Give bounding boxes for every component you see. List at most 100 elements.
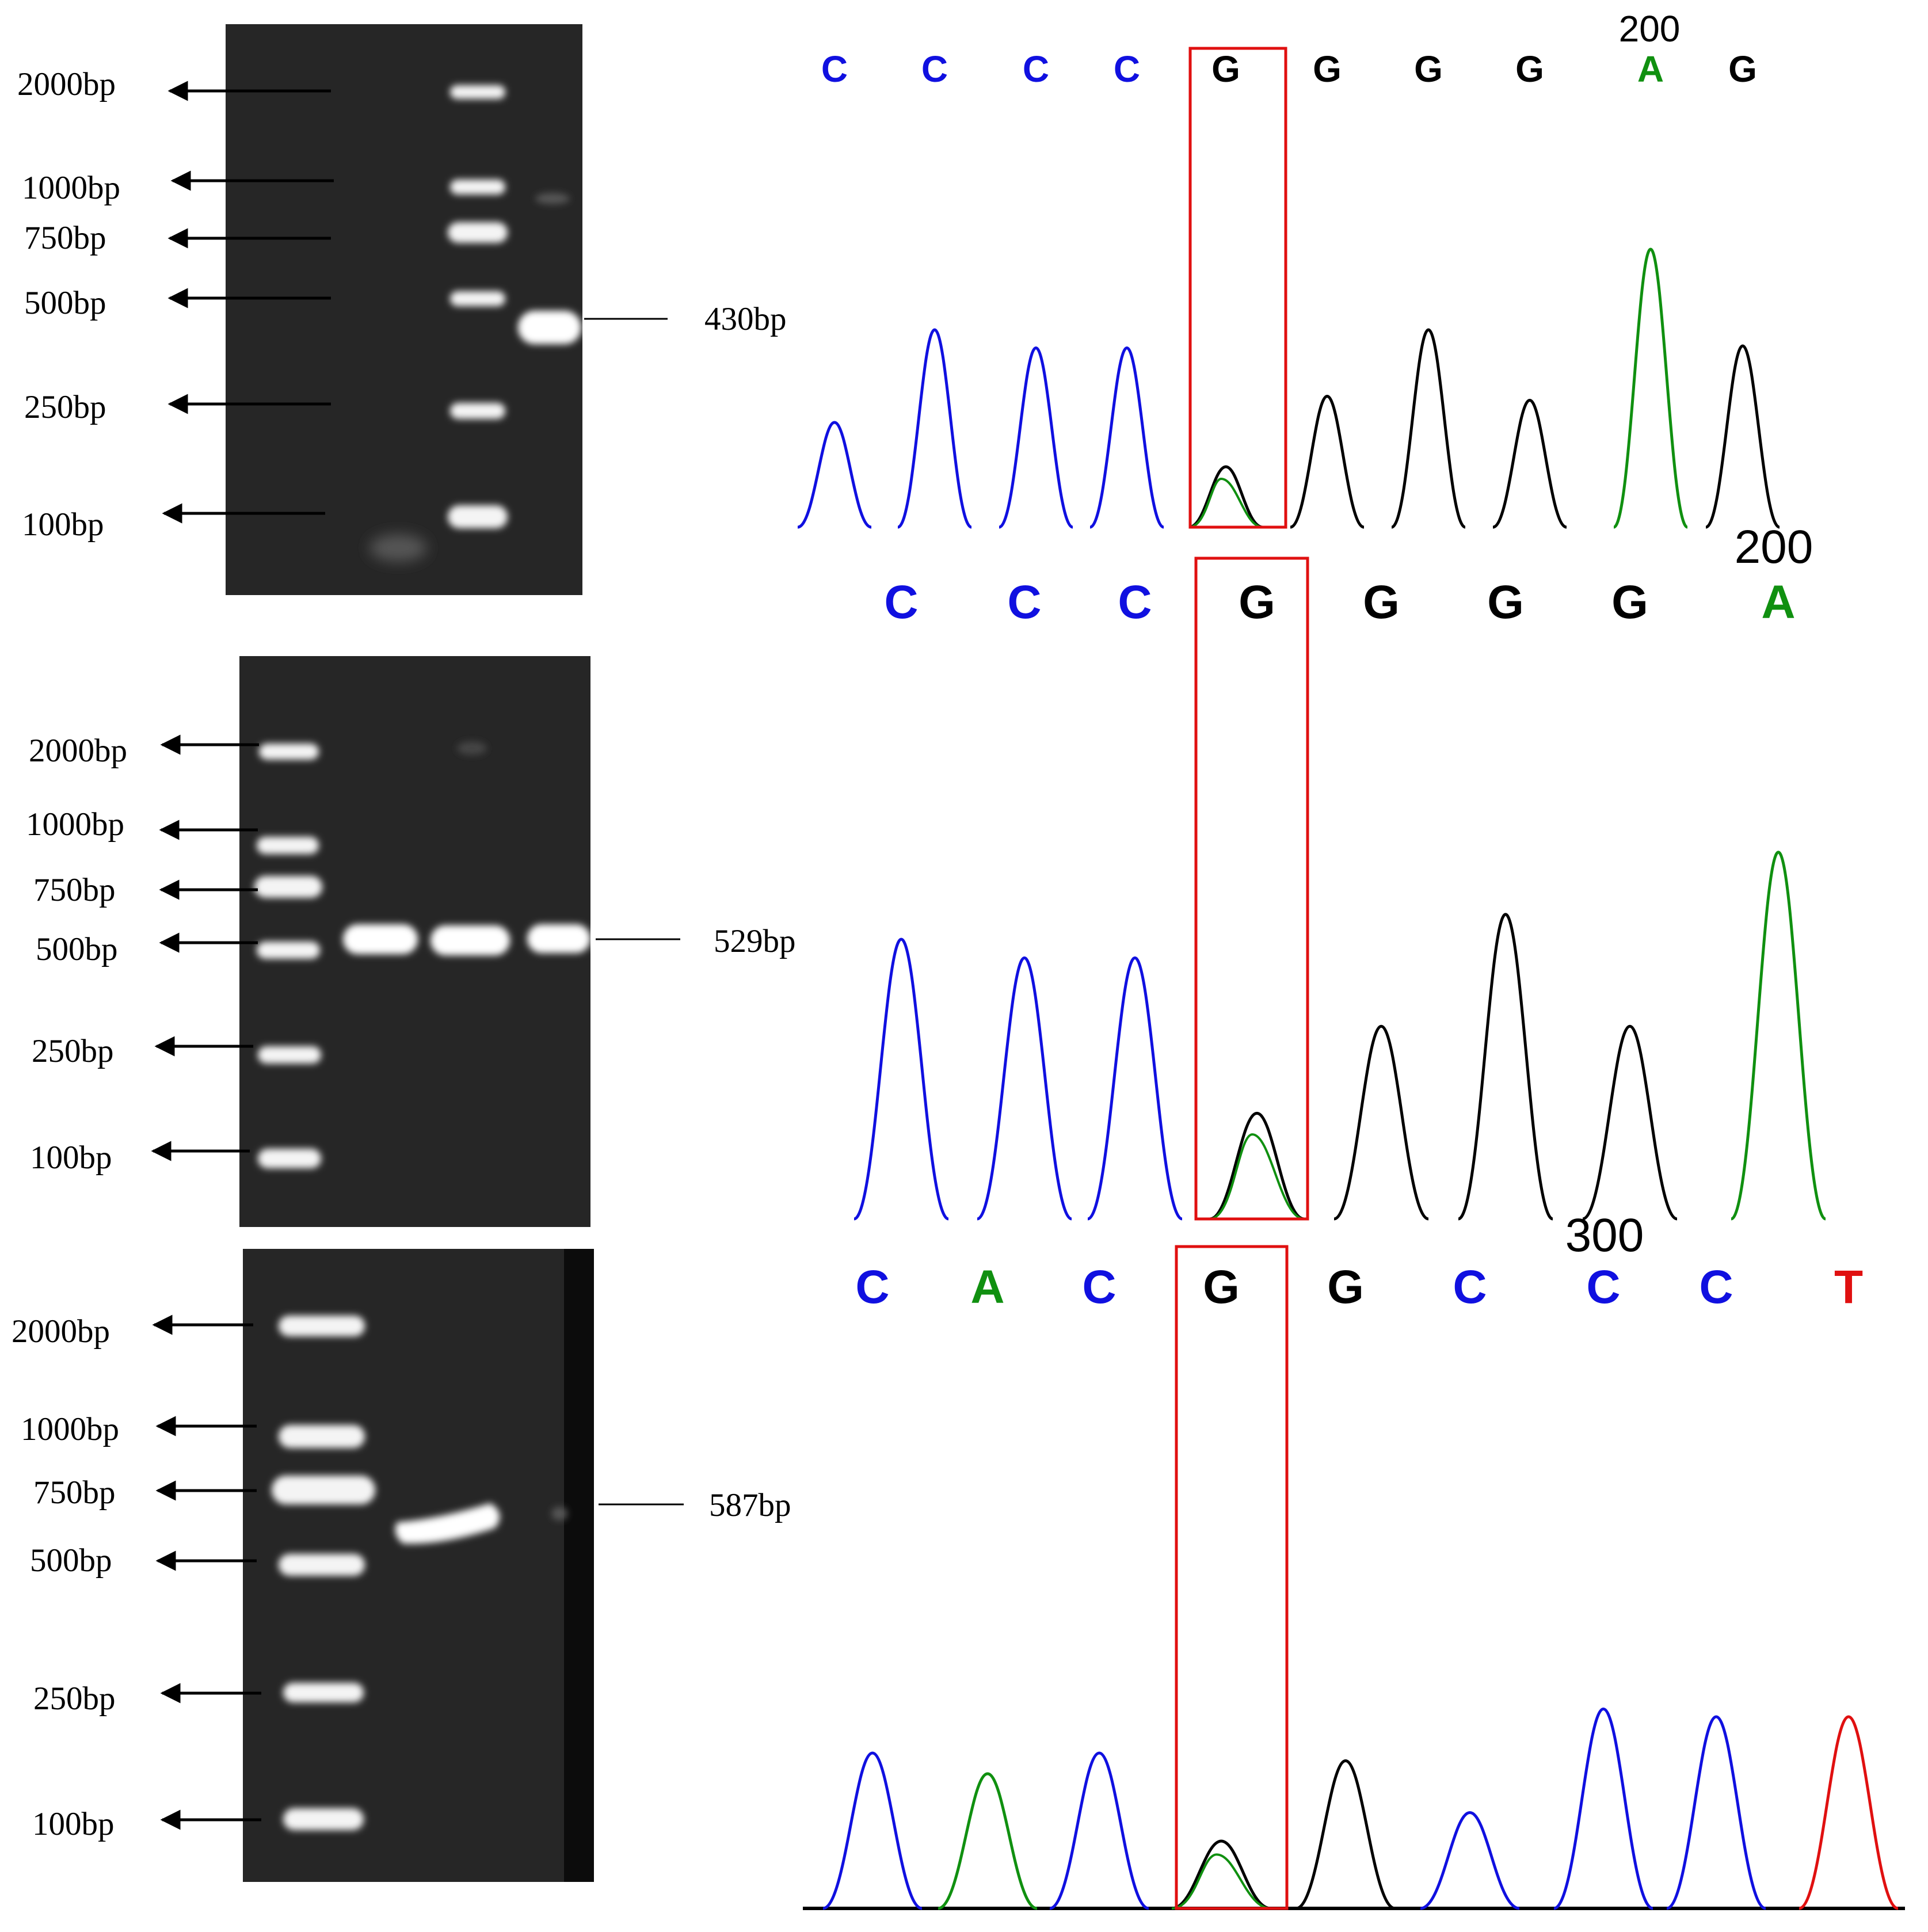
- ladder-label-250bp: 250bp: [24, 389, 106, 425]
- ladder-label-500bp: 500bp: [24, 285, 106, 321]
- base-call-g: G: [1203, 1261, 1240, 1313]
- trace-peak-c: [1049, 1751, 1149, 1910]
- base-call-a: A: [970, 1261, 1004, 1313]
- gel-1: [226, 24, 582, 595]
- ladder-label-750bp: 750bp: [33, 872, 116, 908]
- base-call-c: C: [1586, 1261, 1620, 1313]
- trace-peak-g: [1171, 1839, 1271, 1910]
- trace-peak-c: [976, 956, 1073, 1221]
- traces: [822, 1707, 1899, 1910]
- trace-peak-g: [1296, 1759, 1396, 1910]
- gel-edge-shadow: [564, 1249, 594, 1882]
- base-call-g: G: [1414, 48, 1443, 90]
- trace-peak-t: [1799, 1715, 1899, 1910]
- traces: [853, 851, 1827, 1221]
- trace-peak-g: [1705, 344, 1781, 529]
- faint-band: [551, 1507, 567, 1521]
- ladder-label-100bp: 100bp: [22, 506, 104, 543]
- trace-peak-g: [1333, 1024, 1429, 1221]
- gel-3: [243, 1249, 594, 1882]
- ladder-label-1000bp: 1000bp: [21, 1411, 119, 1447]
- trace-peak-g: [1582, 1024, 1678, 1221]
- ladder-bands: [254, 744, 322, 1168]
- ladder-labels-1: 2000bp 1000bp 750bp 500bp 250bp 100bp: [17, 66, 120, 543]
- base-call-c: C: [1699, 1261, 1733, 1313]
- chromatogram-2: 200 C C C G G G G A: [853, 521, 1827, 1221]
- base-call-a: A: [1761, 576, 1795, 628]
- gel-background: [226, 24, 582, 595]
- ladder-label-250bp: 250bp: [33, 1681, 116, 1717]
- trace-peak-g: [1290, 394, 1365, 529]
- product-size-label: 529bp: [714, 923, 796, 959]
- position-label: 300: [1565, 1209, 1644, 1262]
- primer-dimer: [369, 534, 427, 562]
- ladder-label-100bp: 100bp: [32, 1806, 115, 1842]
- ladder-arrows-2: [151, 734, 259, 1161]
- product-bands: [343, 924, 590, 955]
- base-call-a: A: [1637, 48, 1664, 90]
- base-call-c: C: [884, 576, 918, 628]
- ladder-label-2000bp: 2000bp: [12, 1313, 110, 1350]
- ladder-label-2000bp: 2000bp: [29, 733, 127, 769]
- position-label: 200: [1619, 8, 1681, 49]
- product-band: [395, 1503, 500, 1544]
- ladder-label-750bp: 750bp: [33, 1474, 116, 1511]
- ladder-label-100bp: 100bp: [30, 1140, 112, 1176]
- snp-highlight-box: [1188, 47, 1287, 529]
- product-band: [518, 311, 581, 344]
- gel-2: [239, 656, 590, 1227]
- trace-peak-secondary: [1171, 1853, 1271, 1910]
- ladder-label-250bp: 250bp: [32, 1033, 114, 1069]
- ladder-labels-2: 2000bp 1000bp 750bp 500bp 250bp 100bp: [26, 733, 127, 1176]
- snp-highlight-box: [1175, 1245, 1289, 1910]
- trace-peak-g: [1390, 328, 1466, 529]
- trace-peak-a: [1730, 851, 1827, 1221]
- trace-peak-g: [1209, 1111, 1305, 1221]
- trace-peak-g: [1457, 913, 1554, 1221]
- faint-band: [457, 741, 487, 755]
- base-call-c: C: [1114, 48, 1140, 90]
- trace-peak-c: [853, 938, 950, 1221]
- panel-1: 2000bp 1000bp 750bp 500bp 250bp 100bp 43…: [17, 8, 1781, 595]
- trace-peak-g: [1188, 465, 1263, 529]
- ladder-label-750bp: 750bp: [24, 220, 106, 256]
- trace-peak-secondary: [1209, 1133, 1305, 1220]
- ladder-arrows-1: [162, 81, 334, 524]
- trace-peak-c: [1420, 1811, 1520, 1910]
- position-label: 200: [1735, 521, 1813, 573]
- chromatogram-3: 300 C A C G G C C C T: [803, 1209, 1905, 1910]
- product-size-label: 587bp: [709, 1487, 791, 1523]
- base-call-c: C: [821, 48, 848, 90]
- trace-peak-c: [998, 346, 1074, 529]
- ladder-label-2000bp: 2000bp: [17, 66, 116, 102]
- trace-peak-c: [1666, 1715, 1766, 1910]
- base-call-c: C: [1082, 1261, 1116, 1313]
- ladder-label-500bp: 500bp: [36, 931, 118, 967]
- trace-peak-c: [1087, 956, 1183, 1221]
- base-call-c: C: [921, 48, 948, 90]
- base-call-g: G: [1327, 1261, 1364, 1313]
- faint-band: [535, 193, 570, 204]
- ladder-label-500bp: 500bp: [30, 1542, 112, 1579]
- snp-highlight-box: [1194, 557, 1309, 1221]
- trace-peak-c: [797, 421, 872, 529]
- trace-peak-c: [822, 1751, 923, 1910]
- trace-peak-a: [938, 1772, 1038, 1910]
- trace-peak-a: [1613, 247, 1689, 529]
- base-call-c: C: [1007, 576, 1041, 628]
- ladder-label-1000bp: 1000bp: [22, 170, 120, 206]
- trace-peak-secondary: [1188, 477, 1263, 528]
- panel-2: 2000bp 1000bp 750bp 500bp 250bp 100bp 52…: [26, 521, 1827, 1227]
- ladder-label-1000bp: 1000bp: [26, 806, 124, 843]
- ladder-bands: [272, 1316, 375, 1830]
- base-call-c: C: [1023, 48, 1049, 90]
- base-call-g: G: [1363, 576, 1400, 628]
- trace-peak-c: [1089, 346, 1165, 529]
- base-call-g: G: [1487, 576, 1524, 628]
- chromatogram-1: 200 C C C C G G G G A G: [797, 8, 1781, 529]
- ladder-arrows-3: [152, 1314, 261, 1830]
- base-call-g: G: [1611, 576, 1648, 628]
